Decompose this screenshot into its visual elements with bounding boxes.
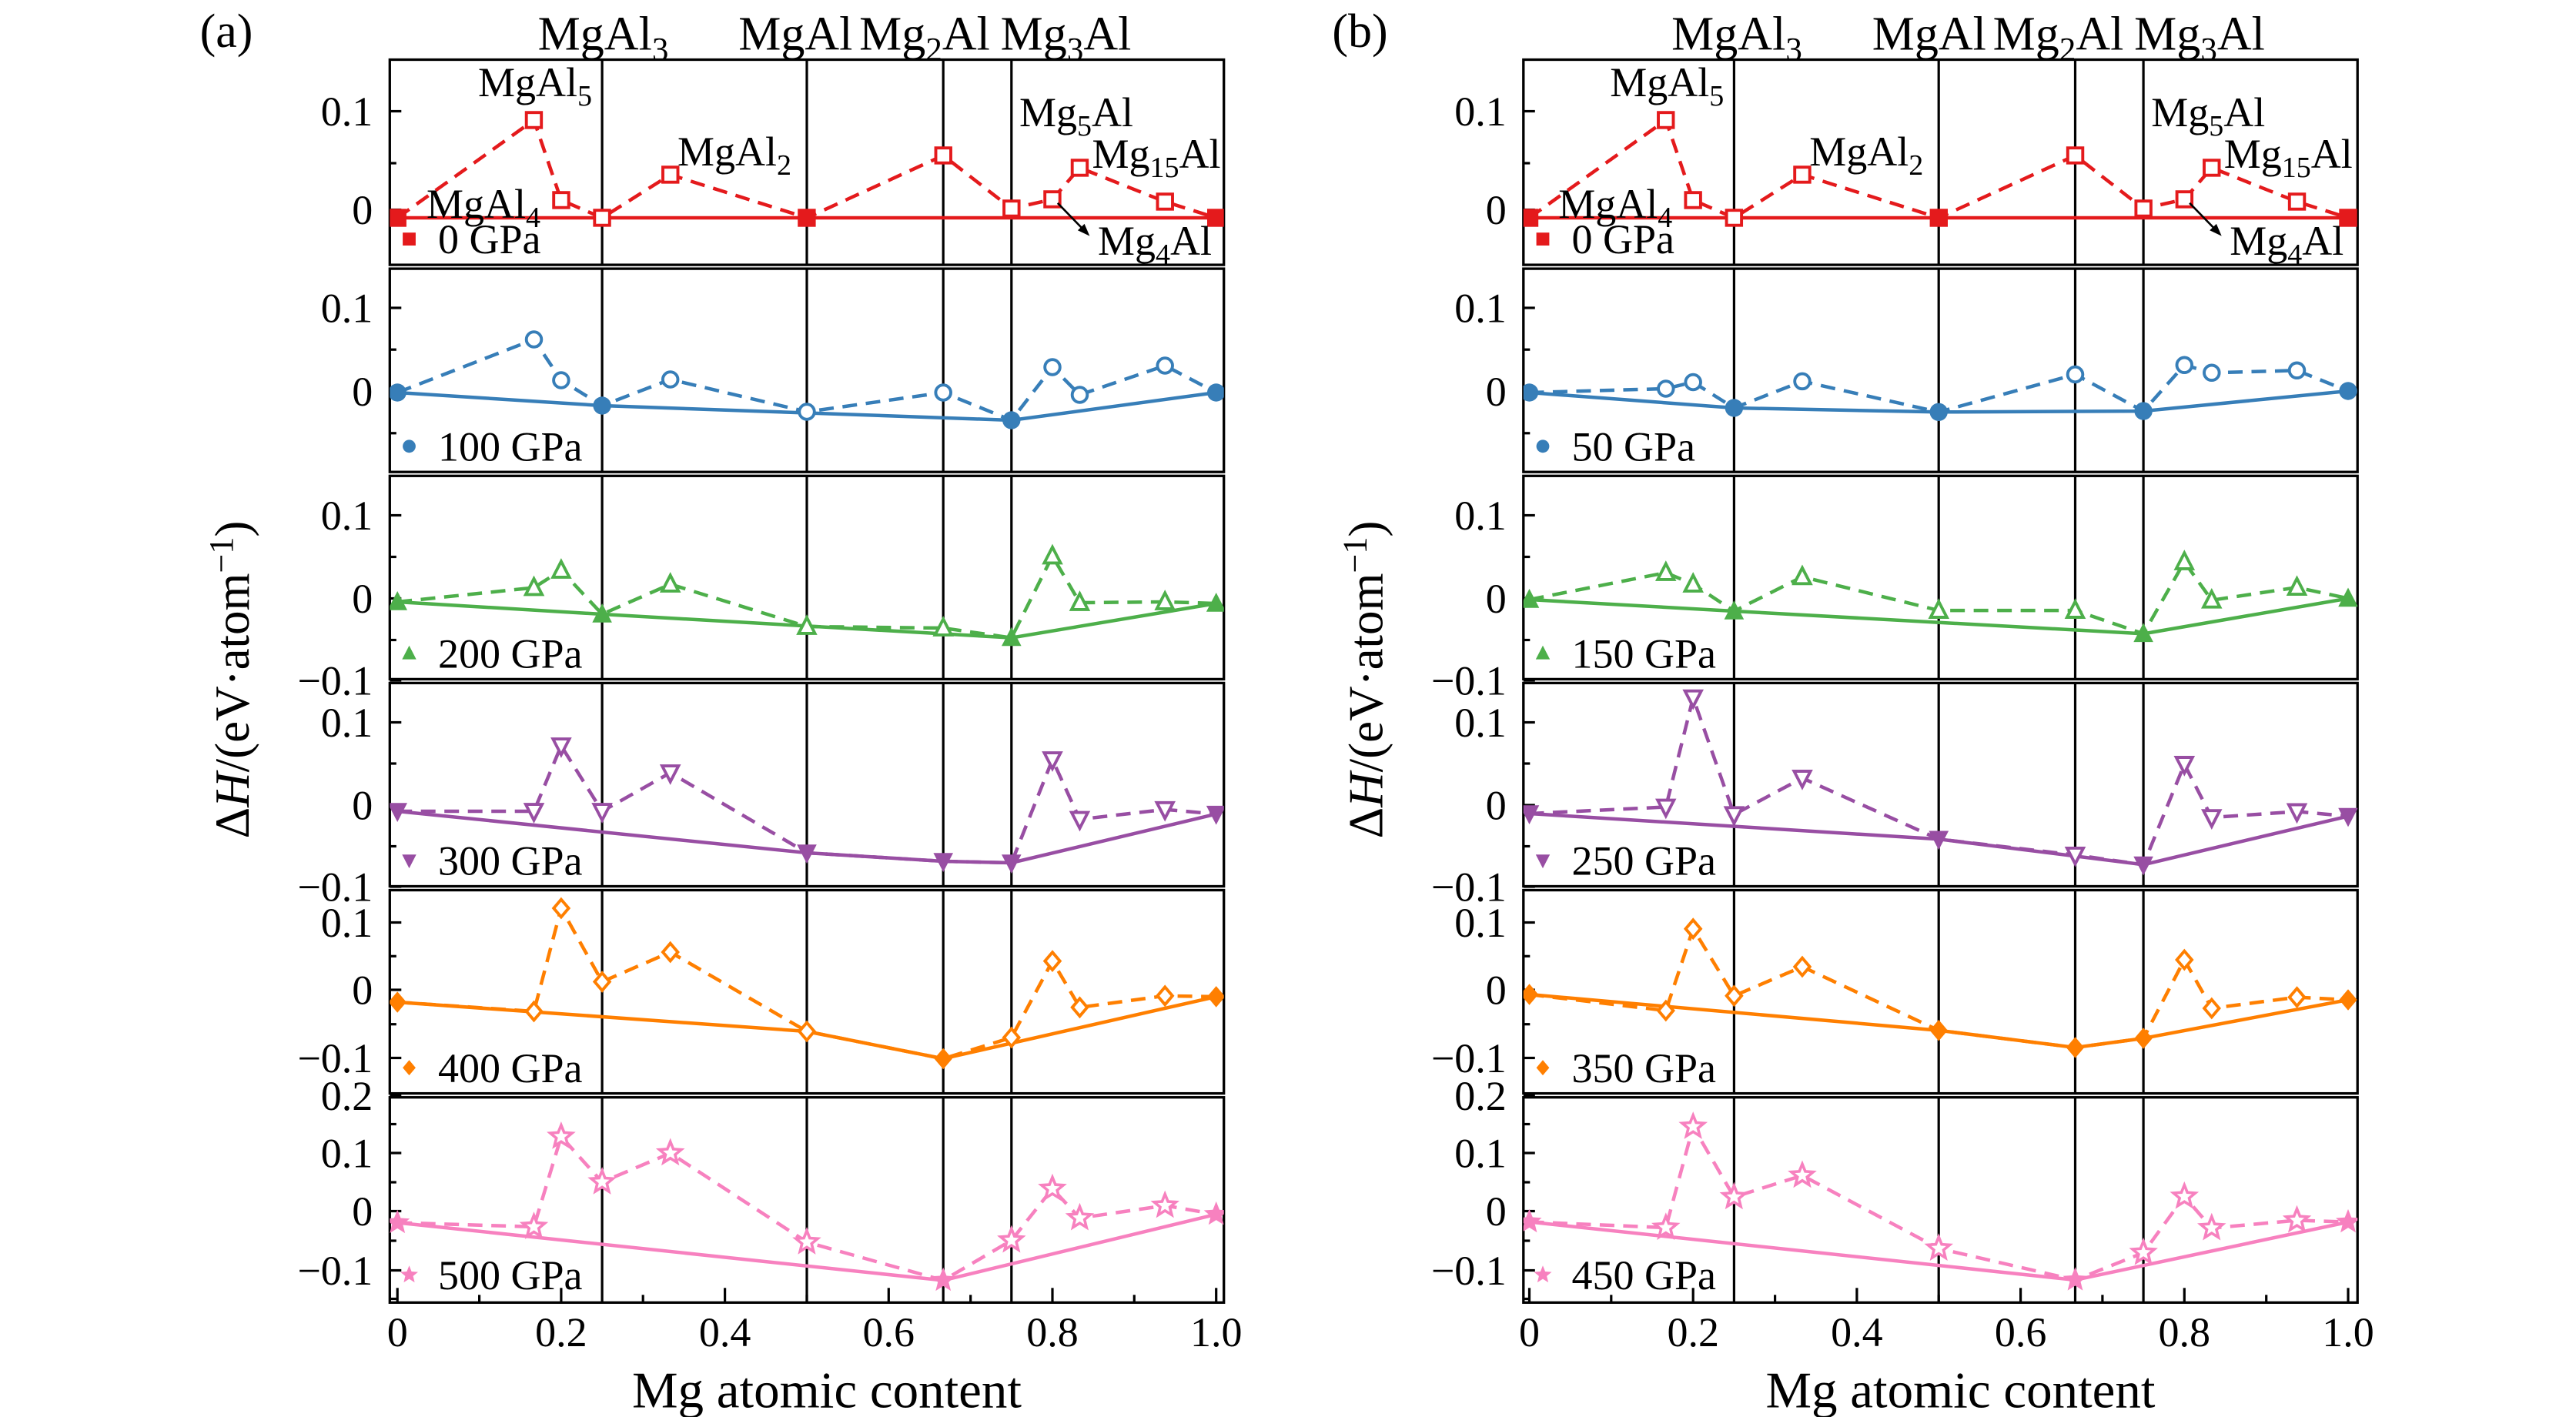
svg-text:0.1: 0.1 bbox=[321, 286, 373, 332]
svg-text:0.4: 0.4 bbox=[699, 1309, 751, 1355]
svg-text:MgAl5​: MgAl5​ bbox=[478, 59, 592, 112]
svg-text:MgAl2​: MgAl2​ bbox=[1809, 129, 1923, 182]
svg-text:0: 0 bbox=[1486, 187, 1507, 233]
svg-text:Mg3​Al: Mg3​Al bbox=[2134, 8, 2265, 69]
svg-text:1.0: 1.0 bbox=[2322, 1309, 2374, 1355]
svg-text:0: 0 bbox=[352, 968, 373, 1014]
svg-text:−0.1: −0.1 bbox=[297, 864, 373, 911]
svg-text:Mg5​Al: Mg5​Al bbox=[2151, 89, 2265, 142]
svg-text:Mg2​Al: Mg2​Al bbox=[859, 8, 990, 69]
svg-text:MgAl: MgAl bbox=[1872, 8, 1986, 61]
svg-text:0: 0 bbox=[352, 783, 373, 829]
svg-text:0.1: 0.1 bbox=[321, 89, 373, 135]
svg-text:0.1: 0.1 bbox=[1454, 493, 1507, 539]
svg-text:0.2: 0.2 bbox=[321, 1073, 373, 1119]
svg-text:MgAl3​: MgAl3​ bbox=[538, 8, 669, 69]
svg-text:0: 0 bbox=[387, 1309, 408, 1355]
svg-text:−0.1: −0.1 bbox=[1431, 658, 1507, 704]
svg-text:0.2: 0.2 bbox=[1667, 1309, 1719, 1355]
svg-text:0.1: 0.1 bbox=[1454, 1131, 1507, 1177]
svg-text:0.4: 0.4 bbox=[1831, 1309, 1883, 1355]
svg-text:−0.1: −0.1 bbox=[1431, 1035, 1507, 1081]
svg-text:0.1: 0.1 bbox=[1454, 900, 1507, 946]
svg-text:−0.1: −0.1 bbox=[1431, 1248, 1507, 1294]
svg-text:MgAl2​: MgAl2​ bbox=[677, 129, 791, 182]
svg-text:(a): (a) bbox=[200, 5, 253, 58]
svg-text:0: 0 bbox=[1486, 576, 1507, 622]
svg-text:MgAl5​: MgAl5​ bbox=[1610, 59, 1724, 112]
svg-text:0: 0 bbox=[352, 369, 373, 415]
svg-text:MgAl4​: MgAl4​ bbox=[1558, 181, 1672, 234]
svg-text:Mg atomic content: Mg atomic content bbox=[1765, 1362, 2155, 1417]
svg-text:500 GPa: 500 GPa bbox=[438, 1252, 583, 1298]
svg-text:0.2: 0.2 bbox=[1454, 1073, 1507, 1119]
svg-text:0.1: 0.1 bbox=[321, 700, 373, 746]
svg-text:400 GPa: 400 GPa bbox=[438, 1045, 583, 1091]
svg-text:0.1: 0.1 bbox=[1454, 89, 1507, 135]
svg-text:0: 0 bbox=[1486, 369, 1507, 415]
svg-text:−0.1: −0.1 bbox=[297, 658, 373, 704]
svg-text:0.8: 0.8 bbox=[2159, 1309, 2211, 1355]
svg-text:0.2: 0.2 bbox=[535, 1309, 587, 1355]
svg-text:200 GPa: 200 GPa bbox=[438, 631, 583, 677]
svg-text:300 GPa: 300 GPa bbox=[438, 838, 583, 884]
svg-text:MgAl: MgAl bbox=[738, 8, 852, 61]
svg-text:ΔH/(eV·atom−1): ΔH/(eV·atom−1) bbox=[1336, 521, 1393, 839]
svg-text:0: 0 bbox=[1486, 968, 1507, 1014]
svg-text:MgAl4​: MgAl4​ bbox=[427, 181, 540, 234]
svg-text:−0.1: −0.1 bbox=[1431, 864, 1507, 911]
svg-text:0.1: 0.1 bbox=[321, 900, 373, 946]
svg-text:0.1: 0.1 bbox=[1454, 700, 1507, 746]
svg-text:0.8: 0.8 bbox=[1026, 1309, 1079, 1355]
svg-text:0: 0 bbox=[1486, 1188, 1507, 1235]
svg-text:0.1: 0.1 bbox=[321, 493, 373, 539]
svg-text:−0.1: −0.1 bbox=[297, 1035, 373, 1081]
svg-text:150 GPa: 150 GPa bbox=[1572, 631, 1717, 677]
svg-text:MgAl3​: MgAl3​ bbox=[1671, 8, 1802, 69]
svg-text:Mg2​Al: Mg2​Al bbox=[1993, 8, 2124, 69]
svg-text:50 GPa: 50 GPa bbox=[1572, 423, 1696, 470]
svg-text:0: 0 bbox=[352, 1188, 373, 1235]
svg-text:1.0: 1.0 bbox=[1190, 1309, 1243, 1355]
svg-text:0: 0 bbox=[1486, 783, 1507, 829]
svg-text:ΔH/(eV·atom−1): ΔH/(eV·atom−1) bbox=[202, 521, 259, 839]
svg-text:0: 0 bbox=[352, 576, 373, 622]
svg-text:0.1: 0.1 bbox=[1454, 286, 1507, 332]
svg-text:0: 0 bbox=[1519, 1309, 1540, 1355]
svg-text:Mg3​Al: Mg3​Al bbox=[1001, 8, 1132, 69]
svg-text:(b): (b) bbox=[1332, 5, 1387, 58]
svg-text:0 GPa: 0 GPa bbox=[438, 216, 541, 262]
svg-text:0.1: 0.1 bbox=[321, 1131, 373, 1177]
svg-text:0.6: 0.6 bbox=[863, 1309, 915, 1355]
svg-text:0: 0 bbox=[352, 187, 373, 233]
svg-text:Mg4​Al: Mg4​Al bbox=[2230, 218, 2343, 271]
svg-text:450 GPa: 450 GPa bbox=[1572, 1252, 1717, 1298]
svg-text:350 GPa: 350 GPa bbox=[1572, 1045, 1717, 1091]
svg-text:0 GPa: 0 GPa bbox=[1572, 216, 1675, 262]
svg-text:−0.1: −0.1 bbox=[297, 1248, 373, 1294]
svg-text:Mg5​Al: Mg5​Al bbox=[1019, 89, 1133, 142]
svg-text:Mg atomic content: Mg atomic content bbox=[632, 1362, 1022, 1417]
svg-text:100 GPa: 100 GPa bbox=[438, 423, 583, 470]
svg-text:Mg4​Al: Mg4​Al bbox=[1098, 218, 1212, 271]
svg-text:0.6: 0.6 bbox=[1995, 1309, 2047, 1355]
svg-text:250 GPa: 250 GPa bbox=[1572, 838, 1717, 884]
